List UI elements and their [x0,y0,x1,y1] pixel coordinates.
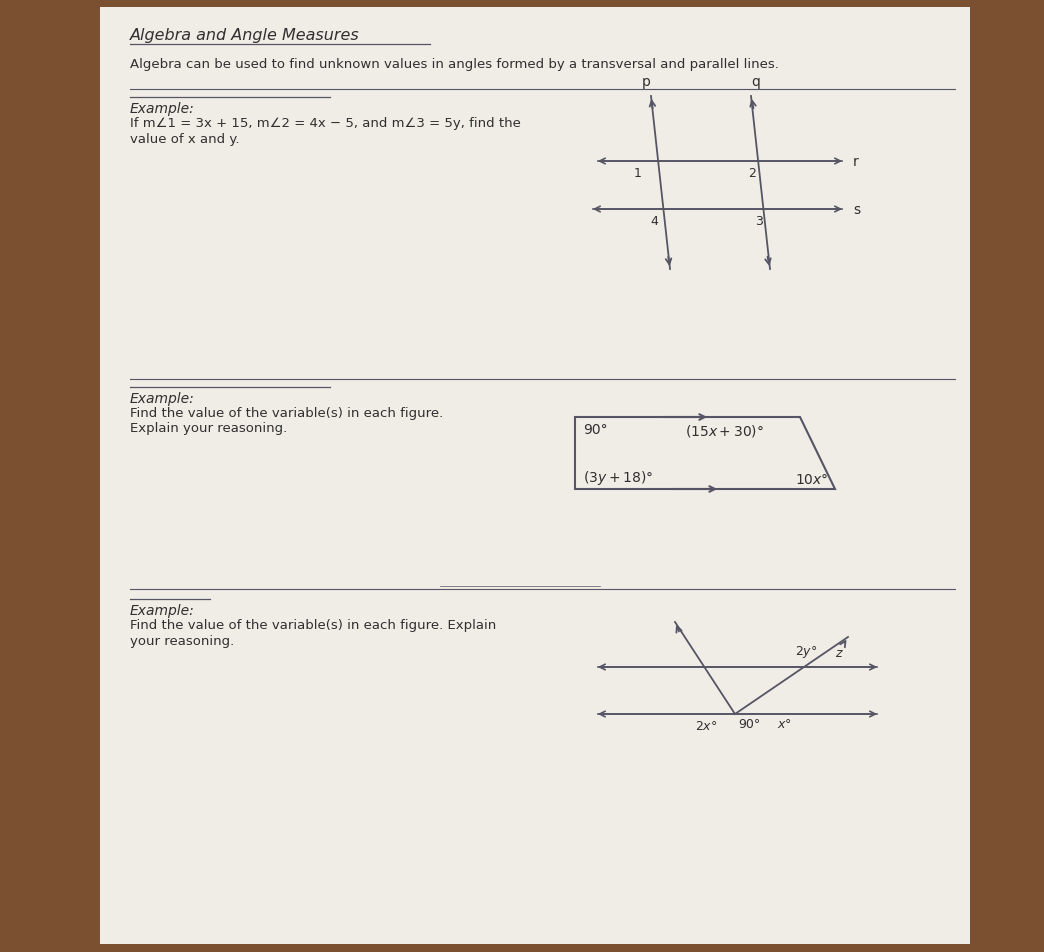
Text: If m∠1 = 3x + 15, m∠2 = 4x − 5, and m∠3 = 5y, find the: If m∠1 = 3x + 15, m∠2 = 4x − 5, and m∠3 … [130,117,521,129]
Text: $x°$: $x°$ [777,717,791,730]
Text: Find the value of the variable(s) in each figure. Explain: Find the value of the variable(s) in eac… [130,619,496,631]
Text: Find the value of the variable(s) in each figure.: Find the value of the variable(s) in eac… [130,407,444,420]
Text: $(15x + 30)°$: $(15x + 30)°$ [685,423,764,439]
Text: 90°: 90° [738,717,760,730]
Text: value of x and y.: value of x and y. [130,133,239,146]
Text: $z$: $z$ [835,646,844,660]
Bar [100,8,970,944]
Text: $2x°$: $2x°$ [694,720,717,732]
Text: 4: 4 [650,215,658,228]
Text: 90°: 90° [583,423,608,437]
Text: 3: 3 [755,215,763,228]
Text: Example:: Example: [130,102,195,116]
Text: Algebra can be used to find unknown values in angles formed by a transversal and: Algebra can be used to find unknown valu… [130,58,779,71]
Text: Explain your reasoning.: Explain your reasoning. [130,422,287,434]
Text: Example:: Example: [130,391,195,406]
Bar [970,0,1044,952]
Text: Algebra and Angle Measures: Algebra and Angle Measures [130,28,360,43]
Text: $2y°$: $2y°$ [794,644,817,660]
Text: s: s [853,203,860,217]
Text: q: q [752,75,760,89]
Text: $(3y + 18)°$: $(3y + 18)°$ [583,468,654,486]
Text: p: p [642,75,650,89]
Text: your reasoning.: your reasoning. [130,634,234,647]
Text: 1: 1 [634,167,642,180]
Text: $10x°$: $10x°$ [794,472,828,486]
Bar [0,0,100,952]
Text: 2: 2 [748,167,756,180]
Text: Example:: Example: [130,604,195,617]
Text: r: r [853,155,859,169]
